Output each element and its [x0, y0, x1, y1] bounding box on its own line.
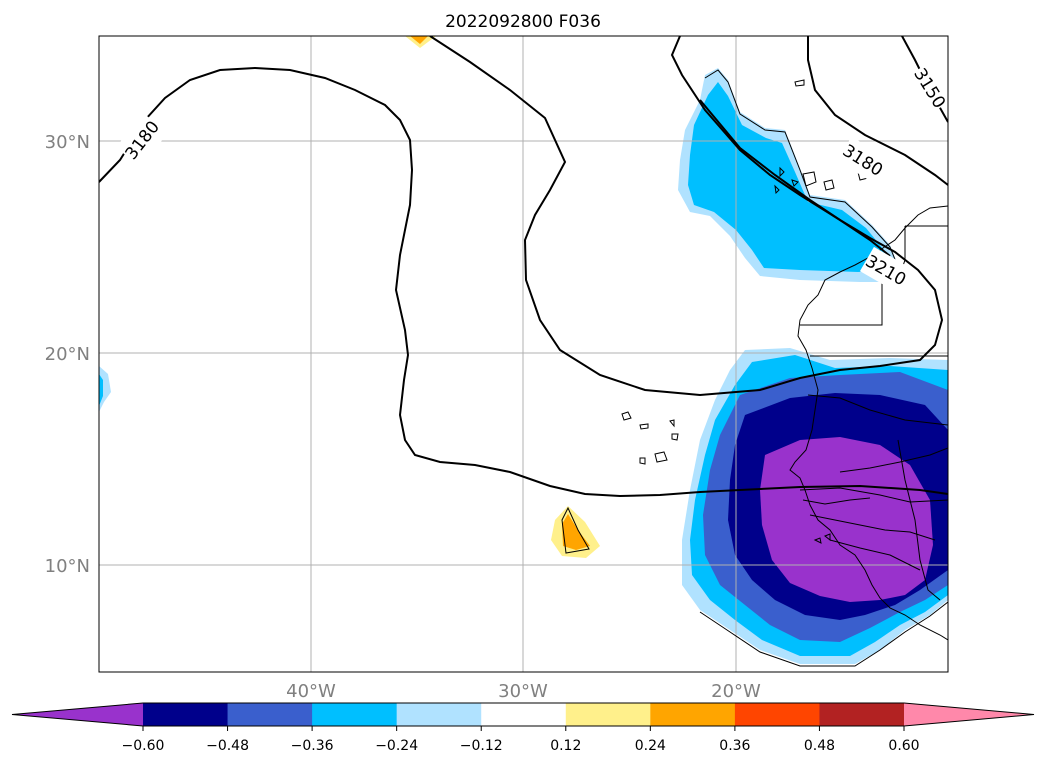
- anomaly-blob-northeast: [678, 68, 898, 282]
- colorbar-tick-label: −0.60: [122, 738, 165, 754]
- colorbar-tick-label: −0.24: [375, 738, 418, 754]
- colorbar-segment: [227, 703, 313, 726]
- colorbar-tick-label: −0.12: [460, 738, 503, 754]
- colorbar: −0.60 −0.48 −0.36 −0.24 −0.12 0.12 0.24 0.36 0.4…: [11, 702, 1035, 754]
- colorbar-segment: [396, 703, 482, 726]
- colorbar-segment: [734, 703, 820, 726]
- longitude-labels: 40°W 30°W 20°W: [286, 681, 761, 702]
- colorbar-segment: [819, 703, 905, 726]
- colorbar-extend-low: [12, 703, 143, 726]
- colorbar-tick-label: 0.36: [719, 738, 750, 754]
- colorbar-tick-label: −0.36: [291, 738, 334, 754]
- colorbar-segment: [650, 703, 736, 726]
- lon-label-30w: 30°W: [498, 681, 548, 702]
- height-contours: [99, 36, 948, 498]
- colorbar-tick-label: −0.48: [206, 738, 249, 754]
- anomaly-patch-west: [99, 366, 111, 412]
- lat-label-20n: 20°N: [45, 344, 90, 365]
- colorbar-tick-label: 0.60: [888, 738, 919, 754]
- colorbar-segment: [312, 703, 398, 726]
- anomaly-blob-southeast: [682, 348, 948, 664]
- colorbar-segment: [565, 703, 651, 726]
- latitude-labels: 30°N 20°N 10°N: [45, 132, 90, 577]
- colorbar-tick-label: 0.12: [550, 738, 581, 754]
- map-frame: [98, 35, 949, 673]
- map-area: 3180 3150 3180 3210: [99, 36, 948, 672]
- anomaly-patch-positive-south: [551, 506, 600, 558]
- colorbar-segment: [143, 703, 229, 726]
- anomaly-patch-positive-north: [405, 36, 436, 48]
- lat-label-10n: 10°N: [45, 556, 90, 577]
- colorbar-extend-high: [904, 703, 1034, 726]
- map-title: 2022092800 F036: [445, 12, 601, 32]
- lon-label-20w: 20°W: [711, 681, 761, 702]
- colorbar-tick-label: 0.48: [804, 738, 835, 754]
- lat-label-30n: 30°N: [45, 132, 90, 153]
- colorbar-tick-label: 0.24: [635, 738, 666, 754]
- colorbar-segment: [481, 703, 567, 726]
- lon-label-40w: 40°W: [286, 681, 336, 702]
